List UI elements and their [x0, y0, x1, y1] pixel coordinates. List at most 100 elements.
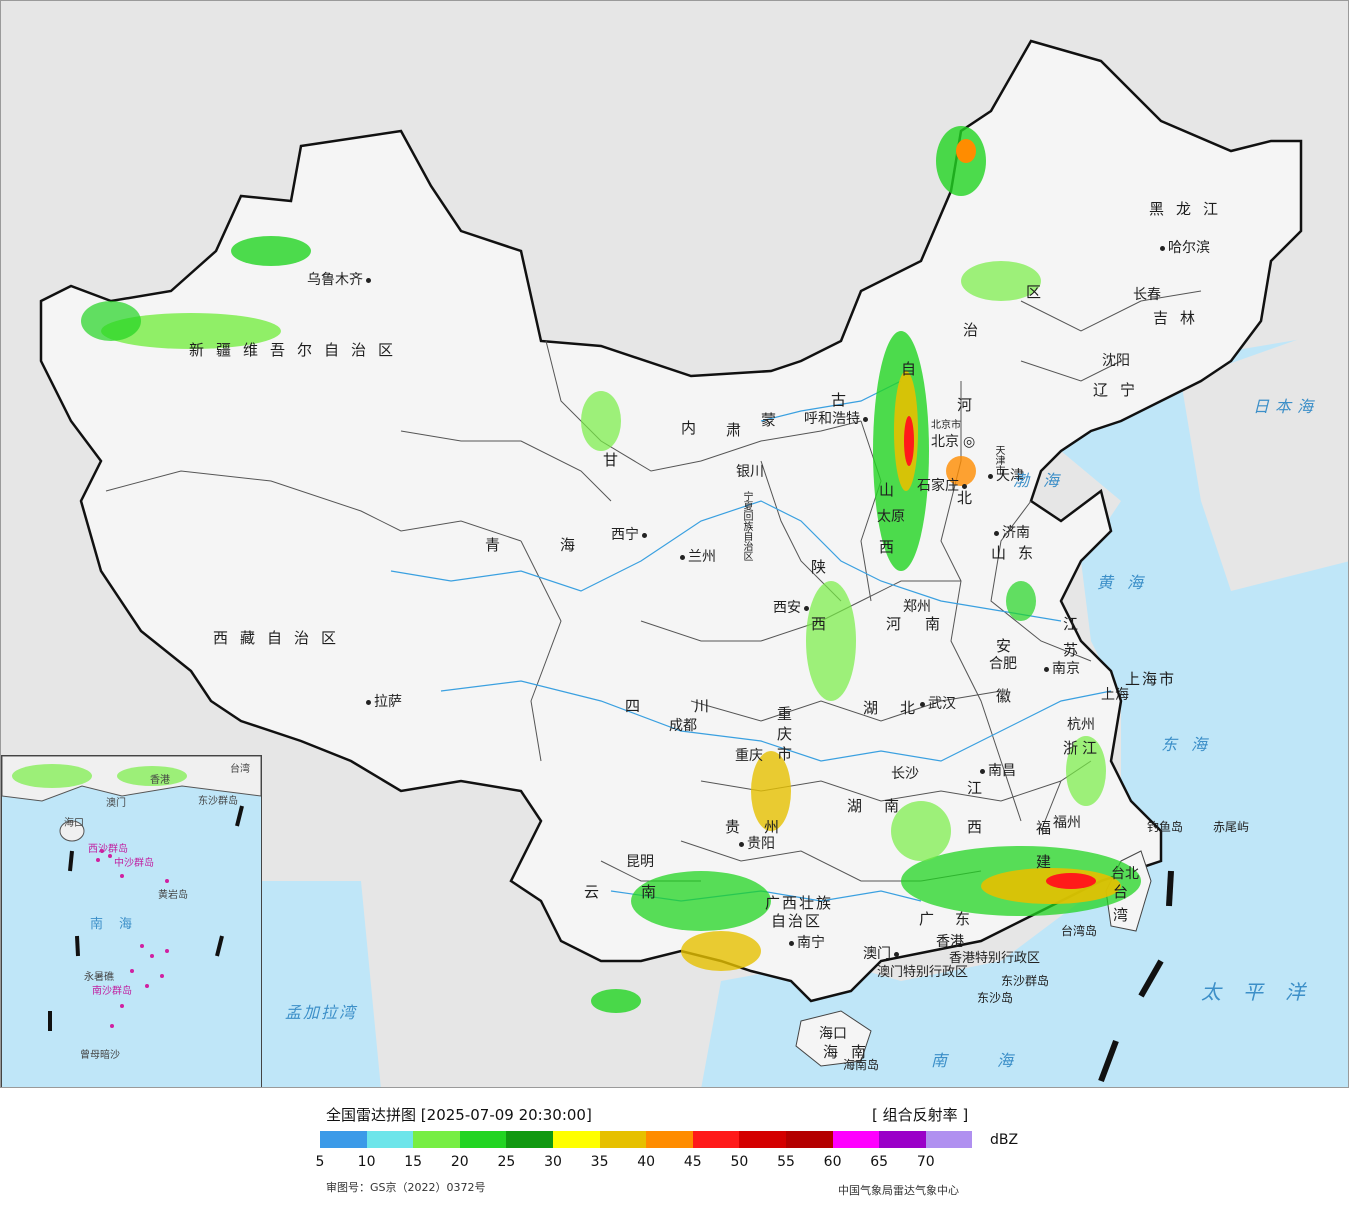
legend-swatch [832, 1131, 880, 1148]
inset-label-haikou: 海口 [64, 818, 84, 829]
label-zhejiang: 浙江 [1063, 739, 1102, 757]
legend-tick: 25 [497, 1154, 516, 1170]
label-neimenggu-5: 治 [963, 321, 991, 339]
legend-swatch [925, 1131, 973, 1148]
label-gansu-2: 肃 [726, 421, 754, 439]
city-shenyang: 沈阳 [1102, 353, 1130, 369]
color-scale-bar [320, 1131, 973, 1148]
city-hangzhou: 杭州 [1067, 717, 1095, 733]
korea-japan-land [1181, 321, 1348, 591]
city-macau: 澳门 [863, 943, 902, 963]
inset-label-zengmu: 曾母暗沙 [80, 1050, 120, 1061]
legend-swatch [879, 1131, 926, 1148]
label-gansu: 甘 [603, 451, 631, 469]
legend-swatch [692, 1131, 740, 1148]
sea-pacific: 太平洋 [1201, 980, 1327, 1004]
city-shanghai: 上海 [1101, 687, 1129, 703]
city-taiyuan: 太原 [877, 509, 905, 525]
map-title: 全国雷达拼图 [326, 1106, 417, 1124]
nine-dash-line [1098, 870, 1174, 1083]
inset-map [2, 756, 261, 1031]
legend-tick: 60 [823, 1154, 842, 1170]
legend-swatch [366, 1131, 414, 1148]
sea-japan: 日本海 [1253, 397, 1320, 416]
city-yinchuan: 银川 [736, 464, 764, 480]
inset-label-dongsha: 东沙群岛 [198, 796, 238, 807]
legend-tick: 30 [544, 1154, 562, 1170]
city-xining: 西宁 [611, 524, 650, 544]
label-macau-region: 澳门特别行政区 [877, 965, 969, 980]
hainan-island-shape [795, 1010, 872, 1067]
label-hainan-1: 海 [823, 1043, 851, 1061]
legend-tick: 45 [683, 1154, 702, 1170]
legend-tick: 65 [870, 1154, 889, 1170]
city-shijiazhuang: 石家庄 [917, 475, 970, 495]
label-fujian-1: 福 [1036, 819, 1064, 837]
city-xian: 西安 [773, 597, 812, 617]
label-jiangsu-1: 江 [1063, 615, 1091, 633]
city-haikou: 海口 [819, 1026, 847, 1042]
label-guizhou: 贵州 [725, 818, 804, 836]
label-shanxi-2: 西 [879, 538, 907, 556]
label-henan: 河南 [886, 615, 965, 633]
label-hongkong-region: 香港特别行政区 [949, 951, 1041, 966]
label-taiwan-2: 湾 [1113, 906, 1141, 924]
inset-label-taiwan: 台湾 [230, 764, 250, 775]
product-name: [ 组合反射率 ] [872, 1106, 969, 1124]
label-tibet: 西藏自治区 [213, 629, 349, 647]
sea-south: 南海 [931, 1051, 1064, 1070]
map-timestamp: [2025-07-09 20:30:00] [420, 1106, 592, 1124]
legend-swatch [459, 1131, 507, 1148]
legend-tick: 10 [357, 1154, 376, 1170]
island-hainan: 海南岛 [843, 1058, 880, 1072]
city-changchun: 长春 [1133, 287, 1161, 303]
label-chongqing-2: 庆 [777, 725, 805, 743]
island-chiwei: 赤尾屿 [1213, 820, 1250, 834]
approval-number: 审图号：GS京（2022）0372号 [326, 1181, 486, 1194]
city-chengdu: 成都 [669, 718, 697, 734]
inset-label-xisha: 西沙群岛 [88, 844, 128, 855]
city-kunming: 昆明 [626, 854, 654, 870]
island-dongsha-islands: 东沙群岛 [1001, 974, 1050, 988]
label-ningxia: 宁夏回族自治区 [741, 491, 752, 561]
island-dongsha: 东沙岛 [977, 991, 1014, 1005]
radar-echoes [81, 126, 1141, 1013]
city-hefei: 合肥 [989, 656, 1017, 672]
city-jinan: 济南 [991, 522, 1030, 542]
label-qinghai: 青海 [485, 536, 636, 554]
legend-title: 全国雷达拼图 [2025-07-09 20:30:00] [326, 1104, 592, 1125]
inset-label-hongkong: 香港 [150, 775, 170, 786]
label-hubei: 湖北 [863, 699, 938, 717]
city-harbin: 哈尔滨 [1157, 237, 1210, 257]
label-shanxi-1: 山 [879, 481, 907, 499]
city-urumqi: 乌鲁木齐 [307, 269, 374, 289]
legend-tick: 50 [730, 1154, 749, 1170]
label-fujian-2: 建 [1036, 853, 1064, 871]
label-jiangsu-2: 苏 [1063, 641, 1091, 659]
legend-panel: 全国雷达拼图 [2025-07-09 20:30:00] [ 组合反射率 ] d… [0, 1088, 1349, 1208]
city-changsha: 长沙 [891, 766, 919, 782]
city-lhasa: 拉萨 [363, 691, 402, 711]
city-tianjin: 天津 [985, 465, 1024, 485]
city-guiyang: 贵阳 [736, 833, 775, 853]
legend-swatch [599, 1131, 647, 1148]
label-jiangxi-2: 西 [967, 818, 995, 836]
label-heilongjiang: 黑龙江 [1149, 200, 1231, 218]
legend-swatch [413, 1131, 460, 1148]
label-sichuan: 四川 [625, 697, 764, 715]
legend-tick: 5 [315, 1154, 325, 1170]
label-xinjiang: 新疆维吾尔自治区 [189, 341, 406, 359]
city-nanning: 南宁 [786, 932, 825, 952]
label-neimenggu-3: 古 [831, 391, 859, 409]
legend-swatch [739, 1131, 786, 1148]
label-chongqing-1: 重 [777, 705, 805, 723]
sea-east: 东海 [1161, 735, 1222, 754]
sea-bengal: 孟加拉湾 [285, 1003, 358, 1022]
inset-label-huangyan: 黄岩岛 [158, 890, 188, 901]
island-taiwan: 台湾岛 [1061, 924, 1098, 938]
label-neimenggu-1: 内 [681, 419, 709, 437]
pacific-ocean [701, 331, 1348, 1087]
label-shaanxi-2: 西 [811, 615, 839, 633]
radar-map: 新疆维吾尔自治区 西藏自治区 青海 甘 肃 内 蒙 古 自 治 区 黑龙江 吉林… [0, 0, 1349, 1088]
label-guangxi-1: 广西壮族 [765, 894, 834, 912]
